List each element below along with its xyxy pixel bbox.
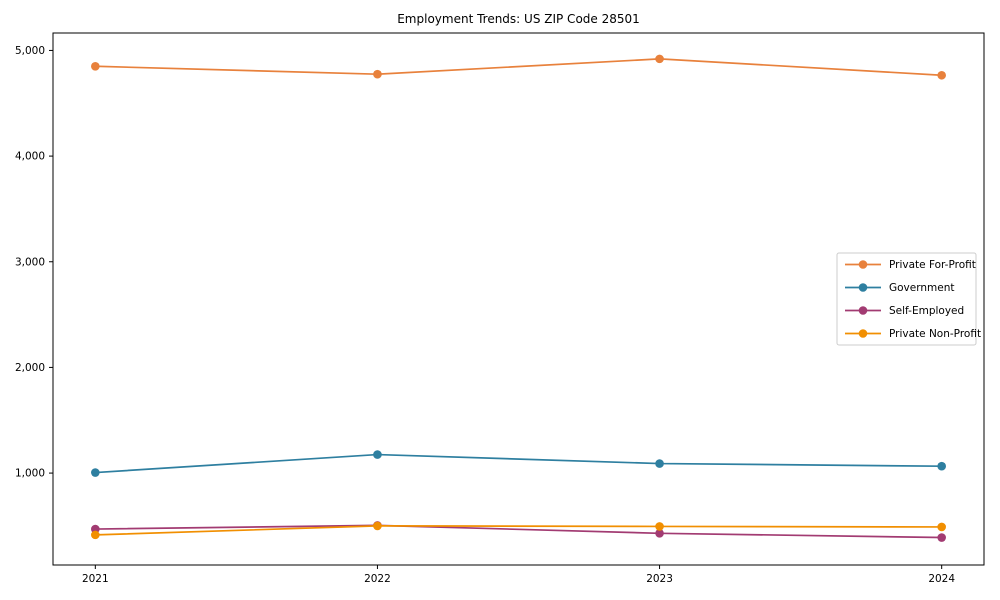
data-point-private-non-profit	[91, 530, 100, 540]
series-line-private-for-profit	[94, 58, 943, 77]
data-point-private-for-profit	[937, 70, 946, 80]
legend-label: Private Non-Profit	[889, 328, 981, 340]
y-tick-label: 4,000	[15, 151, 45, 163]
legend-swatch-marker	[858, 329, 868, 338]
legend-entry: Self-Employed	[845, 305, 964, 317]
data-point-private-non-profit	[937, 522, 946, 532]
legend-swatch-marker	[858, 260, 868, 269]
legend-entry: Government	[845, 282, 954, 294]
data-point-government	[655, 459, 664, 468]
legend-entry: Private Non-Profit	[845, 328, 981, 340]
y-tick-label: 3,000	[15, 256, 45, 268]
series-line-government	[94, 453, 943, 474]
legend: Private For-Profit Government Self-Employe…	[836, 252, 981, 346]
legend-label: Private For-Profit	[889, 259, 976, 271]
data-point-private-for-profit	[655, 54, 664, 64]
legend-label: Self-Employed	[889, 305, 964, 317]
legend-swatch-marker	[858, 283, 868, 292]
data-point-government	[937, 461, 946, 471]
data-point-self-employed	[937, 533, 946, 542]
series-line-private-non-profit	[94, 525, 943, 536]
series-line-self-employed	[94, 524, 943, 539]
legend-swatch-marker	[858, 306, 868, 315]
x-tick-label: 2024	[928, 573, 955, 585]
data-point-private-non-profit	[655, 522, 664, 531]
x-tick-label: 2022	[364, 573, 391, 585]
y-tick-label: 1,000	[15, 468, 45, 480]
plot-border	[52, 32, 985, 566]
data-point-government	[373, 450, 382, 459]
data-point-government	[91, 468, 100, 477]
data-point-self-employed	[655, 529, 664, 538]
legend-box	[836, 252, 977, 346]
data-point-private-for-profit	[373, 69, 382, 79]
x-tick-label: 2023	[646, 573, 673, 585]
chart-title: Employment Trends: US ZIP Code 28501	[397, 12, 640, 26]
y-tick-label: 2,000	[15, 362, 45, 374]
data-point-private-for-profit	[91, 61, 100, 71]
y-tick-label: 5,000	[15, 45, 45, 57]
legend-entry: Private For-Profit	[845, 259, 976, 271]
legend-label: Government	[889, 282, 954, 294]
x-tick-label: 2021	[82, 573, 109, 585]
data-point-private-non-profit	[373, 521, 382, 531]
